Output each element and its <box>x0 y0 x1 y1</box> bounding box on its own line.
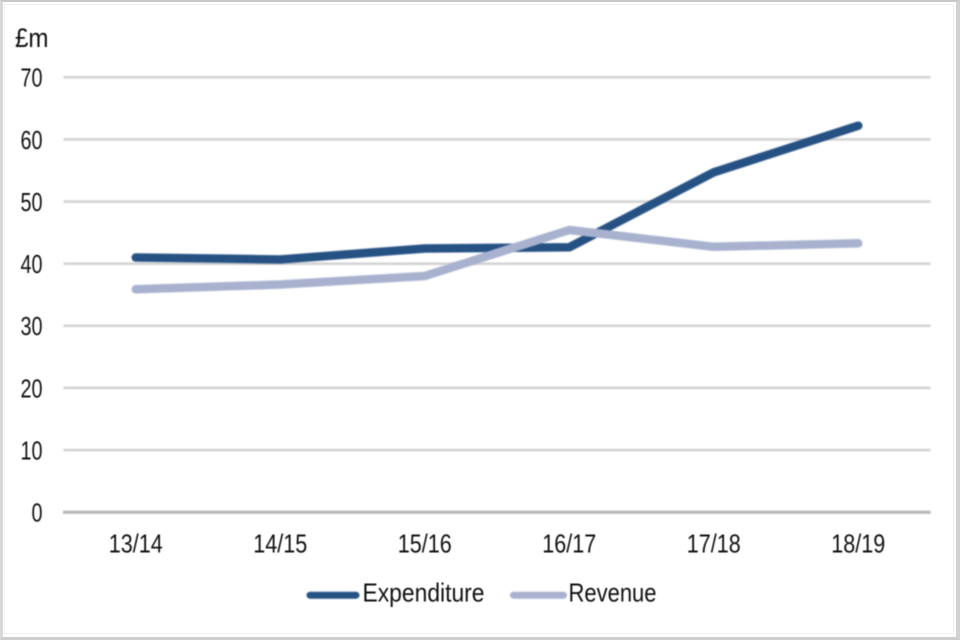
svg-text:50: 50 <box>21 187 43 217</box>
svg-text:20: 20 <box>21 373 43 403</box>
svg-text:18/19: 18/19 <box>831 529 885 559</box>
svg-text:15/16: 15/16 <box>398 529 452 559</box>
svg-text:14/15: 14/15 <box>253 529 307 559</box>
svg-text:£m: £m <box>15 23 49 53</box>
svg-text:70: 70 <box>21 63 43 93</box>
svg-text:10: 10 <box>21 436 43 466</box>
svg-text:30: 30 <box>21 311 43 341</box>
svg-text:17/18: 17/18 <box>687 529 741 559</box>
svg-text:0: 0 <box>32 498 43 528</box>
svg-text:40: 40 <box>21 249 43 279</box>
svg-text:Expenditure: Expenditure <box>363 578 485 608</box>
svg-text:16/17: 16/17 <box>542 529 596 559</box>
svg-text:Revenue: Revenue <box>569 578 657 608</box>
svg-text:60: 60 <box>21 125 43 155</box>
svg-text:13/14: 13/14 <box>109 529 163 559</box>
